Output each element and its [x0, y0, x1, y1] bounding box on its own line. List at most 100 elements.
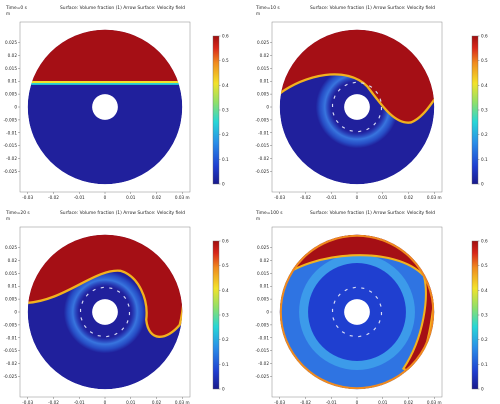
y-tick-label: 0.005: [5, 297, 17, 302]
y-tick-label: -0.02: [6, 156, 17, 161]
y-tick-label: 0.01: [8, 79, 18, 84]
chart-title: Surface: Volume fraction (1) Arrow Surfa…: [60, 5, 185, 11]
x-tick-label: 0: [104, 195, 107, 200]
chart-title: Surface: Volume fraction (1) Arrow Surfa…: [310, 5, 435, 11]
x-tick-label: -0.03: [22, 400, 33, 404]
colorbar-tick-label: 0.4: [481, 83, 488, 88]
colorbar-tick-label: 0.6: [481, 34, 488, 39]
colorbar: [212, 35, 220, 185]
y-tick-label: 0.015: [5, 271, 17, 276]
colorbar-tick-label: 0.3: [481, 108, 488, 113]
x-tick-label: -0.03: [274, 195, 285, 200]
velocity-arrow: [373, 327, 377, 331]
y-tick-label: 0.01: [260, 284, 270, 289]
colorbar-tick-label: 0.2: [222, 337, 229, 342]
time-label: Time=0 s: [5, 5, 28, 11]
colorbar-tick-label: 0.2: [481, 132, 488, 137]
velocity-arrow: [378, 115, 381, 119]
colorbar-tick-label: 0.3: [222, 313, 229, 318]
velocity-arrow: [352, 81, 356, 84]
velocity-arrow: [344, 83, 348, 87]
velocity-arrow: [361, 82, 365, 85]
velocity-arrow: [92, 288, 96, 292]
velocity-arrow: [81, 300, 84, 304]
chart-panel: Time=10 s Surface: Volume fraction (1) Ar…: [255, 5, 488, 200]
time-label: Time=20 s: [5, 210, 30, 216]
y-tick-label: -0.02: [6, 361, 17, 366]
chart-panel: Time=20 s Surface: Volume fraction (1) Ar…: [4, 210, 229, 404]
colorbar-tick-label: 0.1: [481, 157, 488, 162]
unit-label: m: [6, 11, 10, 16]
colorbar: [212, 240, 220, 390]
y-tick-label: -0.015: [256, 348, 270, 353]
velocity-arrow: [358, 335, 362, 338]
velocity-arrow: [85, 293, 89, 297]
chart-panel: Time=0 s Surface: Volume fraction (1) Arr…: [4, 5, 229, 200]
y-tick-label: -0.015: [4, 143, 18, 148]
interface-band: [27, 83, 183, 85]
y-tick-label: 0.01: [8, 284, 18, 289]
velocity-arrow: [335, 119, 339, 124]
velocity-arrow: [373, 122, 377, 126]
velocity-arrow: [109, 287, 113, 290]
velocity-arrow: [366, 127, 370, 131]
x-tick-label: 0.03 m: [427, 195, 442, 200]
domain-disk: [27, 234, 183, 390]
y-tick-label: -0.025: [4, 169, 18, 174]
velocity-arrow: [344, 288, 348, 292]
y-tick-label: -0.005: [4, 322, 18, 327]
velocity-arrow: [341, 331, 346, 334]
velocity-arrow: [332, 112, 335, 116]
velocity-arrow: [366, 332, 370, 336]
colorbar-tick-label: 0.5: [481, 58, 488, 63]
y-tick-label: -0.005: [256, 322, 270, 327]
colorbar-tick-label: 0.3: [481, 313, 488, 318]
x-tick-label: 0.01: [126, 400, 136, 404]
y-tick-label: 0.015: [257, 66, 269, 71]
y-tick-label: -0.005: [256, 117, 270, 122]
colorbar-tick-label: 0.1: [222, 157, 229, 162]
unit-label: m: [256, 216, 260, 221]
chart-title: Surface: Volume fraction (1) Arrow Surfa…: [310, 210, 435, 216]
y-tick-label: -0.01: [258, 335, 269, 340]
colorbar-tick-label: 0: [222, 387, 225, 392]
y-tick-label: 0.01: [260, 79, 270, 84]
y-tick-label: 0: [266, 310, 269, 315]
x-tick-label: 0.02: [404, 400, 414, 404]
time-label: Time=10 s: [255, 5, 280, 11]
colorbar-tick-label: 0.6: [481, 239, 488, 244]
velocity-arrow: [352, 286, 356, 289]
colorbar-tick-label: 0.6: [222, 239, 229, 244]
x-tick-label: -0.02: [300, 195, 311, 200]
x-tick-label: -0.01: [74, 195, 85, 200]
velocity-arrow: [337, 293, 341, 297]
colorbar: [471, 35, 479, 185]
colorbar-tick-label: 0.5: [222, 263, 229, 268]
velocity-arrow: [121, 327, 125, 331]
velocity-arrow: [116, 290, 121, 293]
domain-disk: [279, 234, 435, 390]
y-tick-label: -0.02: [258, 361, 269, 366]
colorbar-tick-label: 0.2: [481, 337, 488, 342]
x-tick-label: -0.03: [274, 400, 285, 404]
velocity-arrow: [361, 287, 365, 290]
x-tick-label: 0.03 m: [427, 400, 442, 404]
y-tick-label: -0.01: [6, 335, 17, 340]
colorbar-tick-label: 0.5: [481, 263, 488, 268]
y-tick-label: -0.025: [256, 374, 270, 379]
interface-band: [27, 80, 183, 84]
wall-layer: [279, 234, 435, 390]
y-tick-label: 0.02: [260, 53, 270, 58]
time-label: Time=100 s: [255, 210, 283, 216]
y-tick-label: 0.005: [257, 297, 269, 302]
colorbar-tick-label: 0: [481, 182, 484, 187]
x-tick-label: 0: [356, 195, 359, 200]
inner-cylinder: [92, 299, 118, 325]
velocity-arrow: [375, 295, 379, 300]
x-tick-label: 0.02: [152, 400, 162, 404]
x-tick-label: -0.02: [300, 400, 311, 404]
colorbar-tick-label: 0.4: [222, 83, 229, 88]
unit-label: m: [6, 216, 10, 221]
velocity-arrow: [337, 88, 341, 92]
